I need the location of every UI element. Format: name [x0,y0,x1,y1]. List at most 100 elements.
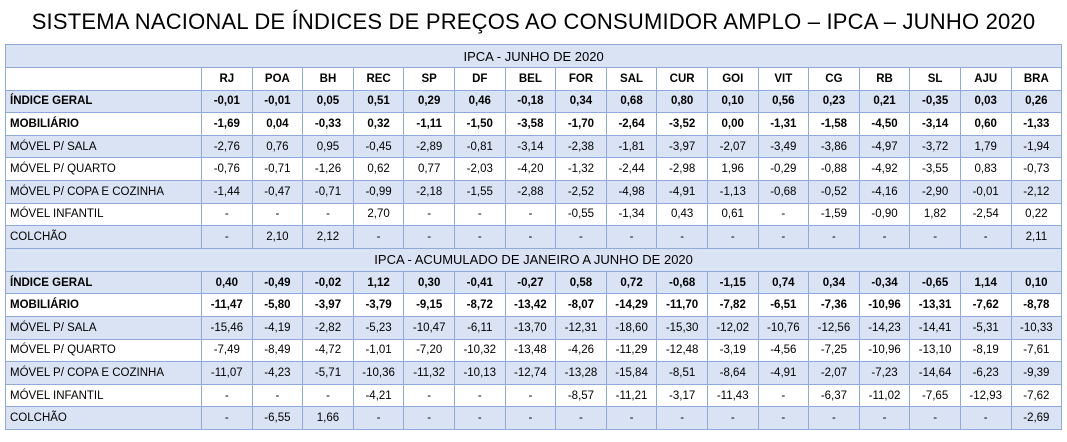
value-cell: - [201,406,253,430]
value-cell: - [909,225,961,249]
value-cell: -13,10 [909,338,961,363]
value-cell: -8,78 [1010,293,1063,317]
value-cell: - [504,225,557,249]
value-cell: -7,25 [808,338,860,363]
value-cell: -0,35 [909,89,961,114]
value-cell: 2,70 [352,202,405,227]
value-cell: 0,40 [201,270,253,295]
row-label: MOBILIÁRIO [5,293,202,317]
column-header: SAL [605,67,658,91]
table-row: MÓVEL P/ QUARTO -0,76 -0,71 -1,26 0,62 0,77 -2… [5,157,1063,181]
column-header-row: RJ POA BH REC SP DF BEL FOR SAL CUR GOI VIT CG RB SL AJ… [5,67,1063,91]
value-cell: -7,65 [909,383,961,408]
value-cell: -0,73 [1010,157,1063,181]
value-cell: -2,54 [959,202,1012,227]
column-header: POA [251,67,304,91]
value-cell: -4,21 [352,383,405,408]
section-heading-row: IPCA - JUNHO DE 2020 [4,44,1063,68]
value-cell: -0,49 [251,270,304,295]
value-cell: -14,41 [909,315,961,340]
value-cell: 1,82 [909,202,961,227]
value-cell: -0,33 [302,112,354,136]
value-cell: -6,11 [453,315,506,340]
value-cell: 0,00 [706,112,759,136]
value-cell: 2,12 [302,225,354,249]
value-cell: -1,81 [605,134,658,159]
value-cell: -12,74 [504,361,557,385]
row-label: MÓVEL INFANTIL [5,202,202,227]
value-cell: -0,65 [909,270,961,295]
value-cell: -2,88 [504,179,557,204]
table-row: MÓVEL P/ QUARTO -7,49 -8,49 -4,72 -1,01 -7,20… [5,338,1063,363]
value-cell: -2,38 [555,134,607,159]
value-cell: 1,12 [352,270,405,295]
value-cell: -0,68 [656,270,708,295]
value-cell: -0,88 [808,157,860,181]
value-cell: - [757,383,810,408]
value-cell: -8,57 [555,383,607,408]
value-cell: -3,52 [656,112,708,136]
row-label: MÓVEL P/ QUARTO [5,338,202,363]
value-cell: -4,20 [504,157,557,181]
value-cell: 0,29 [403,89,455,114]
value-cell: 0,76 [251,134,304,159]
value-cell: -10,47 [403,315,455,340]
value-cell: 0,10 [1010,270,1063,295]
value-cell: -2,07 [808,361,860,385]
column-header: SP [403,67,455,91]
value-cell: - [706,225,759,249]
value-cell: 0,72 [605,270,658,295]
row-label: MÓVEL P/ QUARTO [5,157,202,181]
value-cell: - [403,225,455,249]
value-cell: -0,45 [352,134,405,159]
column-header: RJ [201,67,253,91]
value-cell: 2,11 [1010,225,1063,249]
value-cell: 0,23 [808,89,860,114]
value-cell: - [656,406,708,430]
value-cell: -0,90 [858,202,911,227]
value-cell: - [504,202,557,227]
value-cell: 0,34 [808,270,860,295]
column-header: REC [352,67,405,91]
value-cell: -2,12 [1010,179,1063,204]
value-cell: 0,83 [959,157,1012,181]
value-cell: -4,98 [605,179,658,204]
section-heading: IPCA - JUNHO DE 2020 [4,44,1063,68]
value-cell: -15,30 [656,315,708,340]
row-label: ÍNDICE GERAL [5,270,202,295]
value-cell: -12,93 [959,383,1012,408]
value-cell: - [656,225,708,249]
value-cell: - [201,202,253,227]
value-cell: -3,14 [504,134,557,159]
value-cell: -1,44 [201,179,253,204]
value-cell: -0,71 [302,179,354,204]
value-cell: -0,02 [302,270,354,295]
value-cell: 0,95 [302,134,354,159]
value-cell: -8,64 [706,361,759,385]
value-cell: -1,55 [453,179,506,204]
value-cell: -0,81 [453,134,506,159]
value-cell: 1,96 [706,157,759,181]
value-cell: -1,33 [1010,112,1063,136]
section-heading-row: IPCA - ACUMULADO DE JANEIRO A JUNHO DE 2… [4,247,1063,272]
value-cell: -2,69 [1010,406,1063,430]
value-cell: -2,89 [403,134,455,159]
value-cell: - [352,225,405,249]
value-cell: -4,56 [757,338,810,363]
column-header: GOI [706,67,759,91]
value-cell: -11,21 [605,383,658,408]
column-header: BRA [1010,67,1063,91]
value-cell: -18,60 [605,315,658,340]
value-cell: -0,01 [959,179,1012,204]
value-cell: -1,34 [605,202,658,227]
value-cell: -1,50 [453,112,506,136]
value-cell: - [959,225,1012,249]
value-cell: -8,51 [656,361,708,385]
value-cell: 0,74 [757,270,810,295]
corner-cell [5,67,202,91]
value-cell: -1,32 [555,157,607,181]
value-cell: 0,61 [706,202,759,227]
value-cell: -1,94 [1010,134,1063,159]
value-cell: -10,96 [858,293,911,317]
value-cell: -7,62 [1010,383,1063,408]
